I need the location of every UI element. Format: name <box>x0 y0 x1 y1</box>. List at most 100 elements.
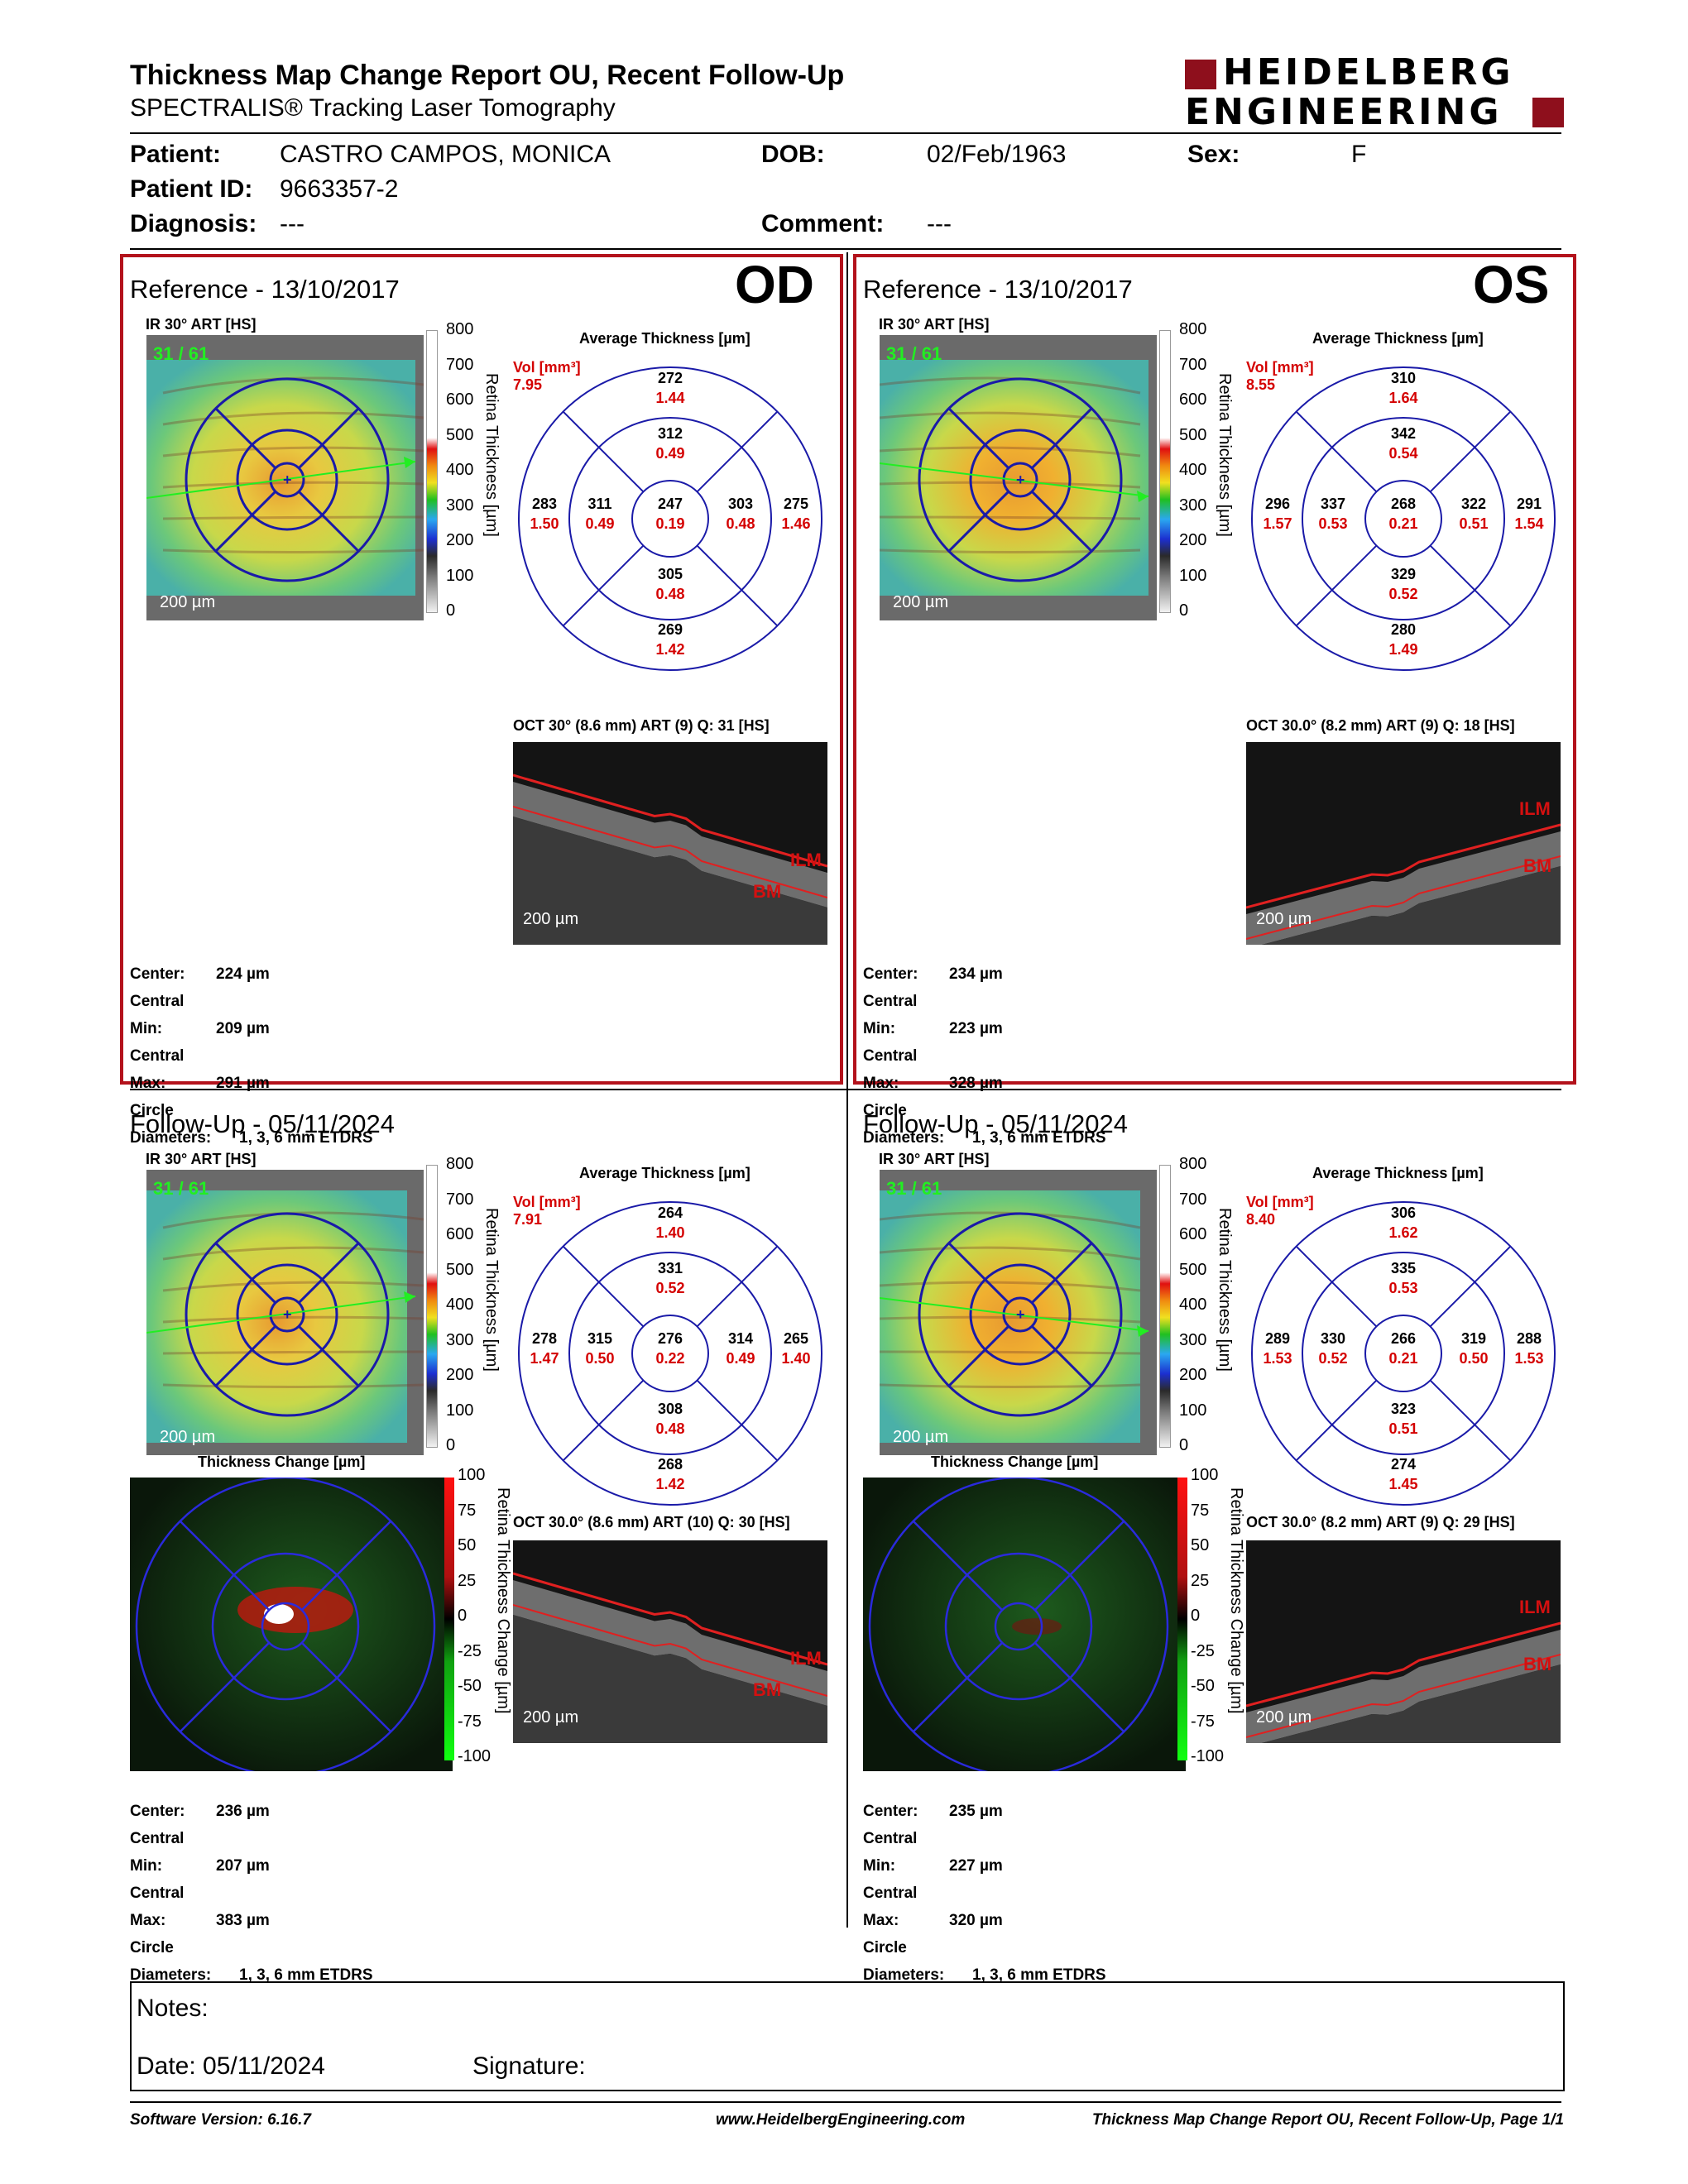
colorbar-tick: 400 <box>446 461 474 479</box>
oct-bscan-image: ILM BM 200 µm <box>513 1540 827 1743</box>
scale-bar: 200 µm <box>893 593 949 611</box>
grid-volume-in-n: 0.50 <box>585 1350 615 1367</box>
thickness-colorbar <box>1159 330 1171 613</box>
change-colorbar-tick: -50 <box>458 1677 482 1695</box>
grid-volume-out-r: 1.53 <box>1514 1350 1544 1367</box>
grid-volume-in-i: 0.51 <box>1388 1420 1418 1437</box>
stat-value: 207 µm <box>216 1857 270 1875</box>
scale-bar: 200 µm <box>160 593 216 611</box>
grid-volume-in-t: 0.51 <box>1459 515 1489 532</box>
stat-row: Circle Diameters: 1, 3, 6 mm ETDRS <box>863 1097 1106 1152</box>
colorbar-tick: 500 <box>446 1260 474 1279</box>
grid-thickness-out-i: 274 <box>1390 1456 1417 1473</box>
colorbar-tick: 300 <box>446 1330 474 1349</box>
colorbar-tick: 0 <box>1179 1436 1189 1454</box>
grid-thickness-in-t: 319 <box>1460 1330 1487 1347</box>
stat-label: Center: <box>863 1803 918 1820</box>
grid-thickness-out-i: 269 <box>657 621 683 638</box>
vol-label: Vol [mm³] <box>1246 359 1314 376</box>
oct-bscan-image: ILM BM 200 µm <box>513 742 827 945</box>
vol-label: Vol [mm³] <box>1246 1194 1314 1210</box>
diagnosis-label: Diagnosis: <box>130 210 257 237</box>
oct-label: OCT 30.0° (8.6 mm) ART (10) Q: 30 [HS] <box>513 1514 790 1530</box>
colorbar-tick: 700 <box>1179 1190 1207 1209</box>
oct-scale-bar: 200 µm <box>1256 910 1312 928</box>
grid-thickness-out-r: 288 <box>1516 1330 1542 1347</box>
frame-count: 31 / 61 <box>153 1178 209 1199</box>
colorbar-tick: 200 <box>446 1366 474 1384</box>
colorbar-tick: 500 <box>1179 425 1207 444</box>
date-label: Date: 05/11/2024 <box>137 2052 325 2080</box>
grid-thickness-out-i: 280 <box>1390 621 1417 638</box>
grid-volume-c: 0.21 <box>1388 1350 1418 1367</box>
frame-count: 31 / 61 <box>153 343 209 364</box>
stat-label: Central Min: <box>130 1830 185 1875</box>
svg-text:+: + <box>283 1306 292 1323</box>
grid-thickness-c: 276 <box>657 1330 683 1347</box>
grid-volume-in-s: 0.52 <box>655 1280 685 1296</box>
grid-thickness-c: 268 <box>1390 496 1417 512</box>
oct-bscan-image: ILM BM 200 µm <box>1246 742 1561 945</box>
oct-label: OCT 30.0° (8.2 mm) ART (9) Q: 29 [HS] <box>1246 1514 1515 1530</box>
grid-thickness-out-r: 291 <box>1516 496 1542 512</box>
grid-volume-in-n: 0.52 <box>1318 1350 1348 1367</box>
grid-volume-out-s: 1.62 <box>1388 1224 1418 1241</box>
stat-label: Circle Diameters: <box>863 1102 945 1147</box>
grid-volume-in-i: 0.48 <box>655 1420 685 1437</box>
stat-row: Central Min: 227 µm <box>863 1825 1106 1880</box>
grid-thickness-out-s: 272 <box>657 370 683 386</box>
colorbar-tick: 800 <box>1179 1155 1207 1173</box>
thickness-change-title: Thickness Change [µm] <box>198 1454 366 1470</box>
avg-thickness-title: Average Thickness [µm] <box>1312 1165 1484 1181</box>
bm-label: BM <box>753 881 782 902</box>
stat-label: Central Max: <box>863 1885 918 1929</box>
change-colorbar-tick: 100 <box>1191 1466 1219 1484</box>
website-link[interactable]: www.HeidelbergEngineering.com <box>716 2111 966 2129</box>
stat-label: Central Min: <box>863 993 918 1037</box>
ir-label: IR 30° ART [HS] <box>146 316 257 333</box>
section-title: Follow-Up - 05/11/2024 <box>863 1109 1128 1138</box>
svg-text:+: + <box>283 472 292 488</box>
stat-label: Center: <box>130 1803 185 1820</box>
logo-line2: ENGINEERING <box>1185 91 1503 133</box>
grid-thickness-c: 266 <box>1390 1330 1417 1347</box>
grid-thickness-in-s: 312 <box>657 425 683 442</box>
grid-thickness-c: 247 <box>657 496 683 512</box>
colorbar-tick: 400 <box>1179 461 1207 479</box>
stat-label: Central Max: <box>863 1047 918 1092</box>
stat-value: 236 µm <box>216 1803 270 1820</box>
frame-count: 31 / 61 <box>886 1178 942 1199</box>
colorbar-tick: 700 <box>1179 355 1207 374</box>
thickness-map-image: +31 / 61 200 µm <box>880 335 1157 620</box>
stat-row: Circle Diameters: 1, 3, 6 mm ETDRS <box>130 1934 373 1989</box>
stat-row: Central Max: 328 µm <box>863 1042 1106 1097</box>
thickness-colorbar <box>426 330 438 613</box>
grid-volume-in-s: 0.53 <box>1388 1280 1418 1296</box>
stat-value: 1, 3, 6 mm ETDRS <box>972 1966 1106 1984</box>
scale-bar: 200 µm <box>160 1428 216 1446</box>
colorbar-tick: 700 <box>446 1190 474 1209</box>
thickness-map-image: +31 / 61 200 µm <box>880 1170 1157 1455</box>
stat-row: Central Max: 320 µm <box>863 1880 1106 1934</box>
vol-label: Vol [mm³] <box>513 359 581 376</box>
stat-row: Circle Diameters: 1, 3, 6 mm ETDRS <box>863 1934 1106 1989</box>
os-reference-panel <box>853 254 1576 1085</box>
colorbar-tick: 800 <box>446 320 474 338</box>
stat-value: 291 µm <box>216 1075 270 1092</box>
grid-thickness-in-t: 314 <box>727 1330 754 1347</box>
section-title: Reference - 13/10/2017 <box>130 275 400 304</box>
eye-label: OD <box>735 255 814 314</box>
report-subtitle: SPECTRALIS® Tracking Laser Tomography <box>130 94 616 122</box>
grid-volume-out-l: 1.50 <box>530 515 559 532</box>
signature-label: Signature: <box>472 2052 586 2080</box>
logo-line1: HEIDELBERG <box>1223 51 1514 93</box>
etdrs-grid-chart <box>518 366 822 671</box>
notes-box[interactable]: Notes: Date: 05/11/2024 Signature: <box>130 1981 1565 2091</box>
grid-thickness-in-t: 303 <box>727 496 754 512</box>
grid-thickness-in-i: 305 <box>657 566 683 582</box>
stat-row: Central Min: 223 µm <box>863 988 1106 1042</box>
notes-label: Notes: <box>137 1995 209 2022</box>
patient-label: Patient: <box>130 141 222 168</box>
comment-value: --- <box>927 210 952 237</box>
grid-thickness-out-l: 296 <box>1264 496 1291 512</box>
